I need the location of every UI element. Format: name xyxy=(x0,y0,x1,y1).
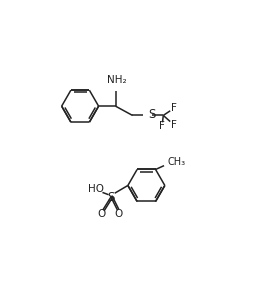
Text: F: F xyxy=(171,120,177,130)
Text: O: O xyxy=(98,209,106,219)
Text: F: F xyxy=(159,121,165,131)
Text: S: S xyxy=(107,191,115,204)
Text: CH₃: CH₃ xyxy=(167,157,185,167)
Text: NH₂: NH₂ xyxy=(106,75,126,85)
Text: HO: HO xyxy=(88,184,104,194)
Text: F: F xyxy=(171,103,177,113)
Text: O: O xyxy=(115,209,123,219)
Text: S: S xyxy=(148,108,155,121)
